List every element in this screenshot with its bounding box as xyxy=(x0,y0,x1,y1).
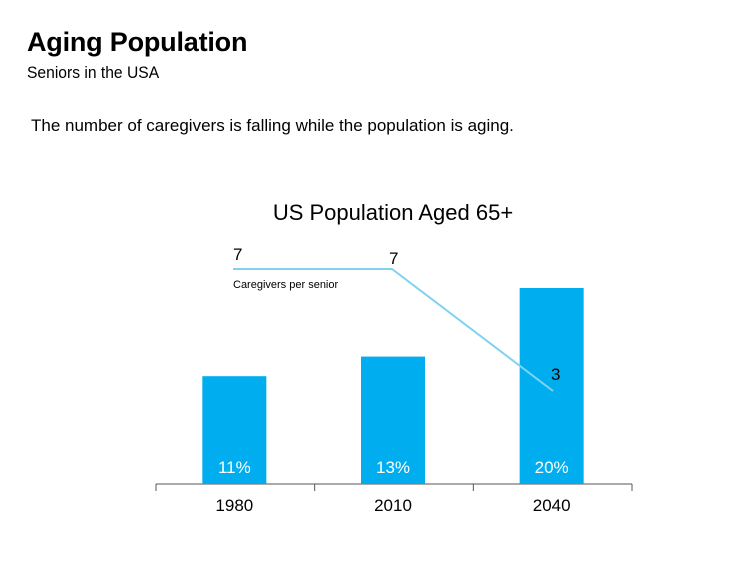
slide-note: The number of caregivers is falling whil… xyxy=(31,116,514,135)
bar-value-label: 11% xyxy=(218,458,251,477)
line-value-label: 7 xyxy=(233,245,242,264)
line-value-label: 7 xyxy=(389,249,398,268)
bar-2040 xyxy=(519,288,584,484)
bar-value-label: 20% xyxy=(535,458,569,477)
x-tick-label: 2040 xyxy=(533,496,571,515)
line-value-label: 3 xyxy=(551,365,560,384)
chart-title: US Population Aged 65+ xyxy=(273,200,513,225)
x-tick-label: 2010 xyxy=(374,496,412,515)
slide-title: Aging Population xyxy=(27,27,248,57)
x-tick-label: 1980 xyxy=(215,496,253,515)
slide-subtitle: Seniors in the USA xyxy=(27,63,160,82)
line-series-label: Caregivers per senior xyxy=(233,279,338,291)
bar-2010 xyxy=(361,356,425,484)
bar-value-label: 13% xyxy=(376,458,410,477)
bar-1980 xyxy=(202,376,267,484)
